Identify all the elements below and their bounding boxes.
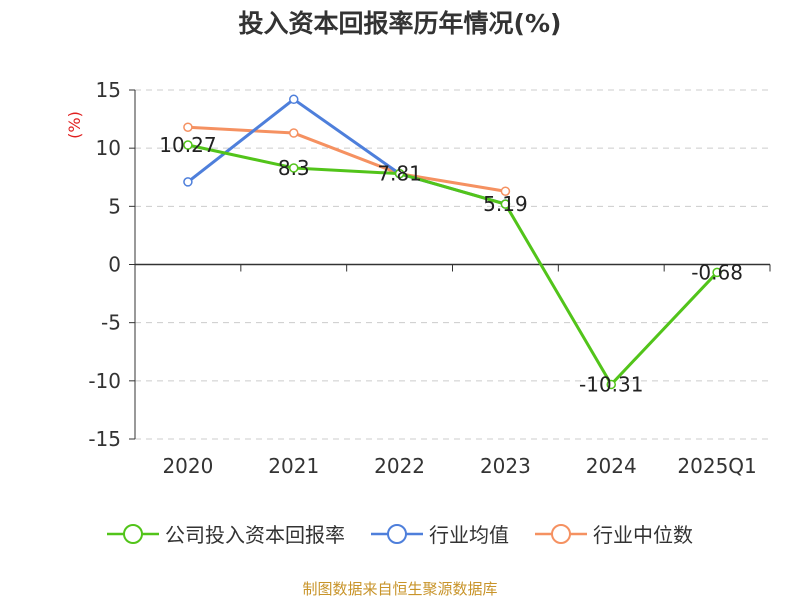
x-tick-label: 2022 (374, 454, 425, 478)
legend-marker-icon (107, 523, 159, 544)
data-point (183, 177, 193, 187)
data-point (289, 128, 299, 138)
y-tick-label: 10 (96, 136, 121, 160)
data-label: -0.68 (691, 260, 743, 284)
data-label: -10.31 (579, 372, 643, 396)
data-point (289, 94, 299, 105)
legend-item: 行业均值 (371, 519, 509, 548)
data-point (394, 168, 405, 179)
y-axis-label: (%) (65, 111, 84, 139)
axes: 15 10 5 0 -5 -10 -15 2020 2021 2022 2023 2024 2025Q1… (65, 78, 771, 478)
data-point (183, 122, 193, 132)
source-note: 制图数据来自恒生聚源数据库 (302, 580, 498, 598)
data-label: 10.27 (159, 133, 216, 157)
legend-label: 行业均值 (429, 523, 509, 547)
series-line (187, 125, 506, 193)
chart-title: 投入资本回报率历年情况(%) (238, 9, 562, 38)
x-tick-label: 2021 (268, 454, 319, 478)
legend-item: 行业中位数 (535, 519, 693, 548)
data-point (500, 186, 511, 196)
x-tick-label: 2024 (586, 454, 637, 478)
series-line (186, 97, 506, 206)
y-tick-label: 0 (108, 253, 121, 277)
x-tick-label: 2025Q1 (677, 454, 756, 478)
data-point (712, 267, 722, 278)
data-point (289, 163, 299, 173)
legend-label: 行业中位数 (593, 523, 693, 547)
legend: 公司投入资本回报率 行业均值 行业中位数 (0, 519, 800, 548)
x-tick-label: 2023 (480, 454, 531, 478)
data-label: 7.81 (377, 162, 422, 186)
data-label: 8.3 (278, 156, 310, 180)
data-point (183, 140, 193, 150)
y-tick-label: -5 (101, 311, 121, 335)
data-point (500, 199, 511, 209)
legend-label: 公司投入资本回报率 (165, 523, 345, 547)
legend-item: 公司投入资本回报率 (107, 519, 345, 548)
series-lines (183, 94, 722, 390)
y-tick-label: 15 (96, 78, 121, 102)
legend-marker-icon (371, 523, 423, 544)
y-tick-label: 5 (108, 194, 121, 218)
series-line (187, 143, 719, 386)
data-labels: 10.27 8.3 7.81 5.19 -10.31 -0.68 (159, 133, 743, 396)
data-label: 5.19 (483, 192, 528, 216)
x-tick-label: 2020 (162, 454, 213, 478)
y-tick-label: -15 (88, 427, 121, 451)
data-point (606, 379, 616, 390)
y-tick-label: -10 (88, 369, 121, 393)
grid-lines (135, 89, 770, 440)
legend-marker-icon (535, 523, 587, 544)
